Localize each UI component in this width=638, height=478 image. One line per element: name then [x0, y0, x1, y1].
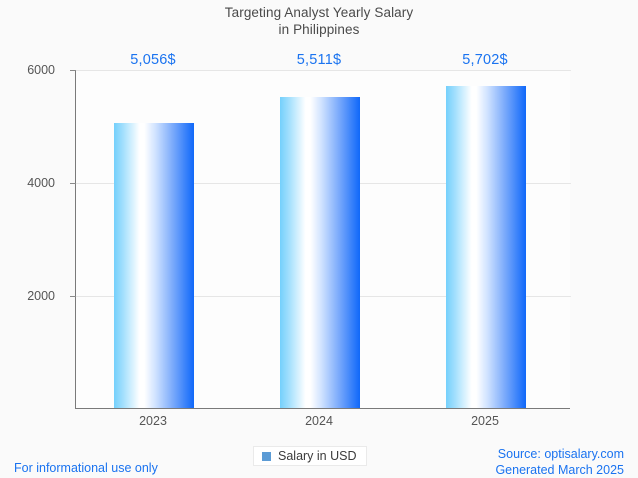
bar-2025[interactable] [446, 86, 526, 408]
page-title: Targeting Analyst Yearly Salary in Phili… [0, 4, 638, 38]
bar-value-label-2024: 5,511$ [296, 52, 342, 68]
y-axis-tick-mark-6000 [70, 70, 76, 71]
legend-item-label: Salary in USD [278, 448, 357, 463]
source-line: Source: optisalary.com [497, 447, 624, 461]
x-axis-tick-label-2024: 2024 [305, 414, 333, 428]
bar-value-label-2025: 5,702$ [462, 52, 508, 68]
y-axis-tick-mark-2000 [70, 296, 76, 297]
chart-title-line: Targeting Analyst Yearly Salary [224, 5, 414, 20]
chart-legend[interactable]: Salary in USD [253, 446, 367, 466]
y-axis-tick-label-2000: 2000 [27, 289, 55, 303]
x-axis-tick-label-2023: 2023 [139, 414, 167, 428]
y-axis-tick-mark-4000 [70, 183, 76, 184]
x-axis-tick-label-2025: 2025 [471, 414, 499, 428]
generated-line: Generated March 2025 [495, 462, 624, 477]
bar-value-label-2023: 5,056$ [130, 52, 176, 68]
bar-2023[interactable] [114, 123, 194, 408]
source-attribution: Source: optisalary.com Generated March 2… [495, 447, 624, 478]
y-axis-tick-label-6000: 6000 [27, 63, 55, 77]
plot-area [70, 70, 571, 409]
gridline-6000 [76, 70, 571, 71]
informational-note: For informational use only [14, 461, 158, 475]
bar-2024[interactable] [280, 97, 360, 408]
chart-subtitle-line: in Philippines [278, 22, 360, 37]
y-axis-tick-label-4000: 4000 [27, 176, 55, 190]
legend-swatch-icon [262, 451, 271, 461]
